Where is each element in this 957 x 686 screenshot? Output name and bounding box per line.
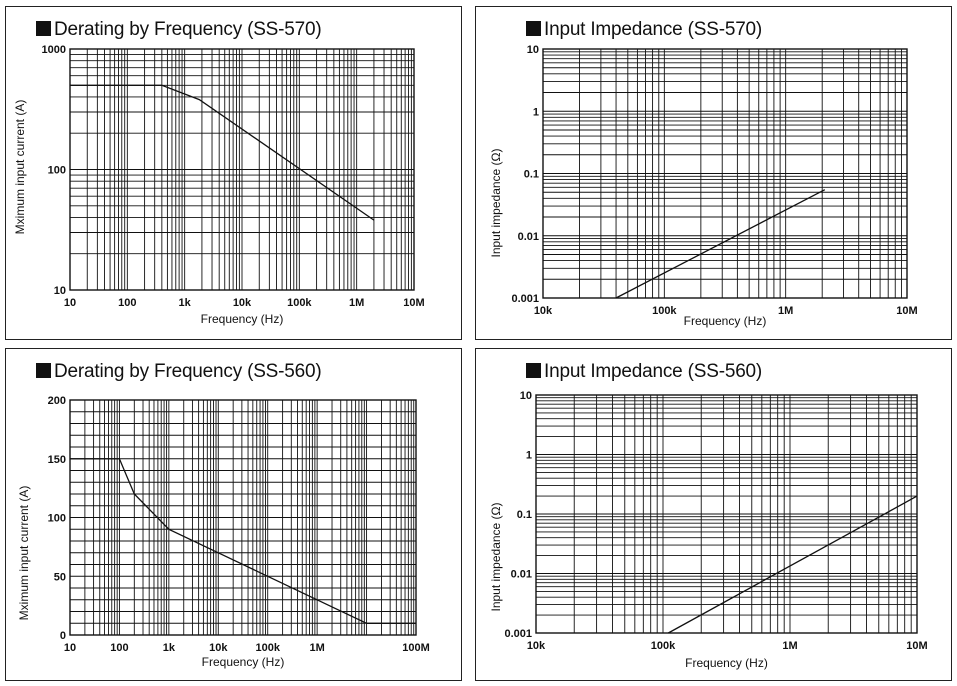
chart-panel-impedance-ss570: Input Impedance (SS-570) 10k 100k 1M 10M 0.0… [475,6,952,340]
plot-frame [542,48,908,299]
y-tick-label: 0.1 [517,509,532,521]
x-tick-label: 10k [527,640,546,652]
x-tick-label: 1k [163,642,176,654]
x-tick-label: 100k [651,640,676,652]
x-tick-label: 10k [534,305,553,317]
x-tick-label: 1M [310,642,325,654]
chart-title: Input Impedance (SS-570) [526,19,762,41]
y-tick-label: 0.001 [504,628,532,640]
x-tick-label: 10 [64,297,76,309]
chart-panel-impedance-ss560: Input Impedance (SS-560) 10k 100k 1M 10M 0.0… [475,348,952,681]
y-tick-label: 1 [526,450,532,462]
y-tick-label: 10 [527,44,539,56]
x-axis-label: Frequency (Hz) [202,655,285,669]
y-tick-label: 100 [48,513,66,525]
chart-svg: 10k 100k 1M 10M 0.001 0.01 0.1 1 10 Frequency (Hz… [489,390,928,670]
series-line [667,495,918,634]
x-tick-label: 1M [349,297,364,309]
y-tick-label: 1 [533,106,539,118]
x-tick-label: 10M [896,305,917,317]
y-axis-label: Input impedance (Ω) [489,148,503,257]
chart-svg: 10 100 1k 10k 100k 1M 10M 10 100 1000 Frequency (H… [13,44,425,326]
x-tick-label: 100M [402,642,430,654]
x-tick-label: 1M [782,640,797,652]
y-tick-label: 0 [60,630,66,642]
series-line [615,189,826,299]
title-square-icon [36,363,51,378]
x-axis-label: Frequency (Hz) [201,312,284,326]
y-axis-label: Mximum input current (A) [13,100,27,235]
chart-title: Derating by Frequency (SS-570) [36,19,322,41]
x-axis-label: Frequency (Hz) [685,656,768,670]
x-tick-label: 10k [233,297,252,309]
x-tick-label: 100k [652,305,677,317]
y-axis-label: Input impedance (Ω) [489,502,503,611]
y-tick-label: 150 [48,454,66,466]
x-axis-label: Frequency (Hz) [684,314,767,328]
x-tick-label: 10M [906,640,927,652]
chart-panel-derating-ss560: Derating by Frequency (SS-560) 10 100 1k 10… [5,348,462,681]
series-line [70,84,375,221]
y-tick-label: 10 [520,390,532,402]
y-tick-label: 0.01 [511,569,532,581]
x-tick-label: 100k [287,297,312,309]
chart-panel-derating-ss570: Derating by Frequency (SS-570) 10 100 1k 10… [5,6,462,340]
plot-frame [69,399,417,636]
x-tick-label: 100k [255,642,280,654]
chart-svg: 10k 100k 1M 10M 0.001 0.01 0.1 1 10 Frequency (Hz… [489,44,918,328]
chart-svg: 10 100 1k 10k 100k 1M 100M 0 50 100 150 200 Frequenc… [17,395,430,669]
series-line [70,458,416,624]
chart-title: Derating by Frequency (SS-560) [36,361,322,383]
y-tick-label: 100 [48,165,66,177]
y-tick-label: 0.001 [511,293,539,305]
y-tick-label: 0.1 [524,169,539,181]
chart-title: Input Impedance (SS-560) [526,361,762,383]
y-tick-label: 50 [54,571,66,583]
y-tick-label: 1000 [42,44,66,56]
title-square-icon [526,363,541,378]
plot-frame [535,394,918,634]
x-tick-label: 100 [110,642,128,654]
x-tick-label: 10 [64,642,76,654]
y-axis-label: Mximum input current (A) [17,486,31,621]
title-square-icon [526,21,541,36]
x-tick-label: 10k [209,642,228,654]
x-tick-label: 10M [403,297,424,309]
y-tick-label: 10 [54,285,66,297]
y-tick-label: 0.01 [518,231,539,243]
x-tick-label: 100 [118,297,136,309]
plot-frame [69,48,415,291]
x-tick-label: 1M [778,305,793,317]
x-tick-label: 1k [179,297,192,309]
y-tick-label: 200 [48,395,66,407]
title-square-icon [36,21,51,36]
